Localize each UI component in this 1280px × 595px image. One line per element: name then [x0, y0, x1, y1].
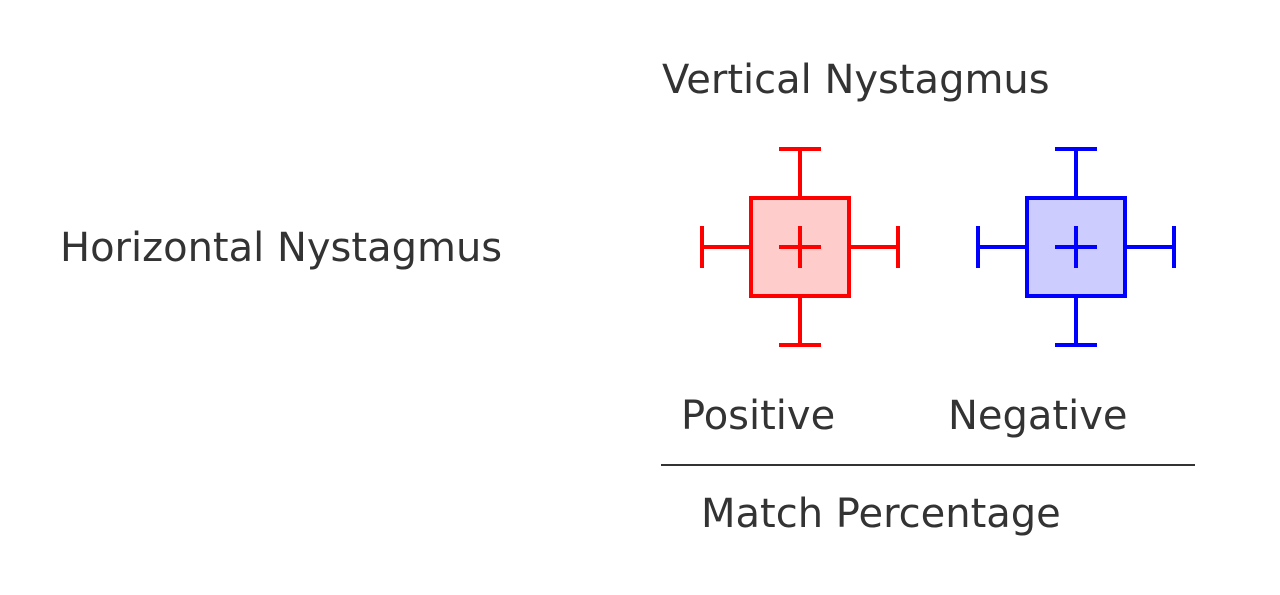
positive-glyph [700, 147, 900, 347]
vertical-nystagmus-label: Vertical Nystagmus [662, 57, 1050, 103]
glyph-layer [700, 147, 1176, 347]
negative-label: Negative [948, 393, 1128, 439]
horizontal-nystagmus-label: Horizontal Nystagmus [60, 225, 503, 271]
negative-glyph [976, 147, 1176, 347]
positive-label: Positive [681, 393, 836, 439]
match-percentage-label: Match Percentage [701, 491, 1061, 537]
